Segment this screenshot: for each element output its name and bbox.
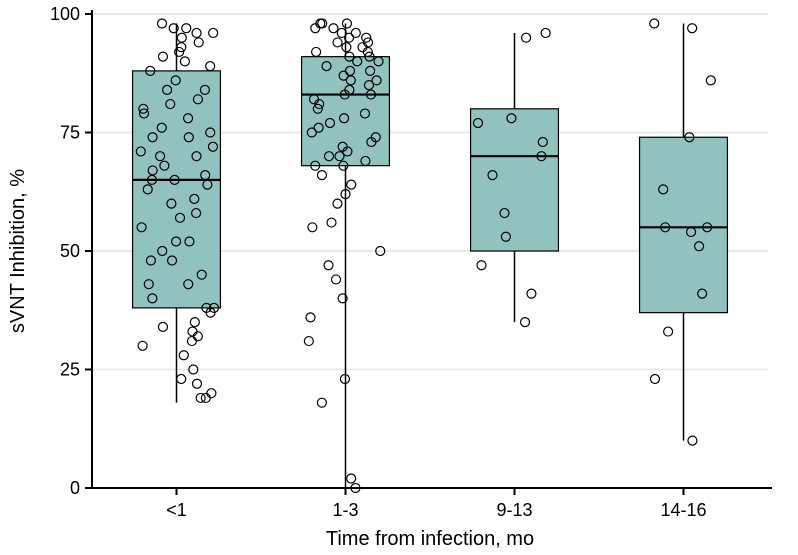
chart-svg: 0 25 50 75 100 <1 1-3 9-13 14-16 sVNT Inhibition,… xyxy=(0,0,798,555)
x-tick-label: 1-3 xyxy=(332,500,358,520)
x-tick-label: 14-16 xyxy=(660,500,706,520)
box xyxy=(471,109,559,251)
y-tick-label: 75 xyxy=(60,123,80,143)
x-tick-label: <1 xyxy=(166,500,187,520)
boxplot-chart: 0 25 50 75 100 <1 1-3 9-13 14-16 sVNT Inhibition,… xyxy=(0,0,798,555)
y-axis-label: sVNT Inhibition, % xyxy=(7,169,29,333)
box xyxy=(640,137,728,312)
x-tick-label: 9-13 xyxy=(496,500,532,520)
x-axis-label: Time from infection, mo xyxy=(326,528,534,550)
y-tick-label: 0 xyxy=(70,478,80,498)
y-tick-label: 50 xyxy=(60,241,80,261)
y-tick-label: 25 xyxy=(60,360,80,380)
y-tick-label: 100 xyxy=(50,4,80,24)
